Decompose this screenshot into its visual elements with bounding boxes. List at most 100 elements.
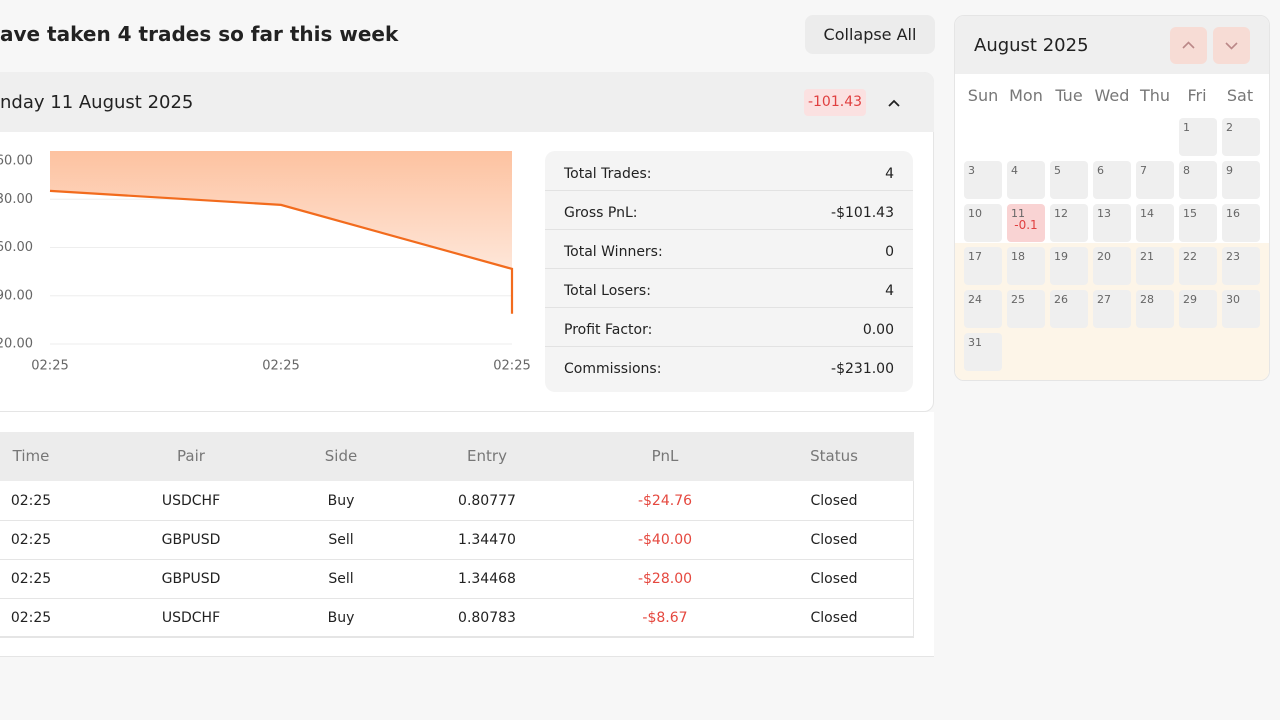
- cell: Closed: [810, 532, 858, 548]
- cell: -$24.76: [637, 493, 693, 509]
- day-pnl: -0.1: [1014, 218, 1038, 232]
- stat-value: 4: [885, 283, 894, 299]
- calendar-title: August 2025: [974, 35, 1089, 56]
- stats-panel: [545, 151, 913, 392]
- day-number: 31: [968, 336, 982, 349]
- day-cell[interactable]: [1093, 204, 1131, 242]
- cell: Sell: [328, 532, 354, 548]
- stat-label: Profit Factor:: [564, 322, 653, 338]
- stat-label: Commissions:: [564, 361, 662, 377]
- row-divider: [0, 598, 914, 599]
- weekday: Thu: [1139, 86, 1171, 105]
- column-header: PnL: [651, 447, 679, 465]
- day-cell[interactable]: [964, 290, 1002, 328]
- x-tick-label: 02:25: [31, 359, 68, 374]
- day-cell[interactable]: [964, 333, 1002, 371]
- cell: 0.80777: [458, 493, 516, 509]
- day-cell[interactable]: [1007, 290, 1045, 328]
- day-cell[interactable]: [1050, 161, 1088, 199]
- day-number: 21: [1140, 250, 1154, 263]
- day-cell[interactable]: [1136, 204, 1174, 242]
- column-header: Status: [810, 447, 858, 465]
- day-number: 11: [1011, 207, 1025, 220]
- day-cell[interactable]: [1179, 118, 1217, 156]
- day-number: 29: [1183, 293, 1197, 306]
- y-tick-label: 30.00: [0, 192, 33, 207]
- day-cell[interactable]: [1093, 161, 1131, 199]
- stat-value: 4: [885, 166, 894, 182]
- row-divider: [545, 190, 913, 191]
- day-number: 6: [1097, 164, 1104, 177]
- table-header: [0, 432, 914, 481]
- cell: -$8.67: [642, 610, 688, 626]
- weekday: Sat: [1226, 86, 1254, 105]
- day-cell[interactable]: [1179, 247, 1217, 285]
- cell: 02:25: [10, 493, 52, 509]
- stat-value: -$231.00: [831, 361, 894, 377]
- day-number: 22: [1183, 250, 1197, 263]
- day-number: 23: [1226, 250, 1240, 263]
- prev-month-button[interactable]: [1170, 27, 1207, 64]
- day-cell[interactable]: [1050, 247, 1088, 285]
- day-number: 28: [1140, 293, 1154, 306]
- column-header: Entry: [467, 447, 507, 465]
- stat-label: Gross PnL:: [564, 205, 638, 221]
- collapse-all-button[interactable]: Collapse All: [805, 15, 935, 54]
- chevron-up: [1182, 41, 1195, 49]
- day-cell[interactable]: [1222, 290, 1260, 328]
- weekday: Wed: [1094, 86, 1130, 105]
- row-divider: [0, 559, 914, 560]
- day-cell[interactable]: [1093, 290, 1131, 328]
- cell: Buy: [327, 610, 355, 626]
- day-cell[interactable]: [1136, 247, 1174, 285]
- next-month-button[interactable]: [1213, 27, 1250, 64]
- day-cell[interactable]: [1136, 290, 1174, 328]
- stat-label: Total Winners:: [564, 244, 663, 260]
- day-cell[interactable]: [1136, 161, 1174, 199]
- day-cell[interactable]: [1050, 204, 1088, 242]
- day-header[interactable]: [0, 72, 934, 132]
- day-number: 5: [1054, 164, 1061, 177]
- row-divider: [545, 229, 913, 230]
- cell: GBPUSD: [161, 532, 221, 548]
- day-cell[interactable]: [1007, 204, 1045, 242]
- collapse-chevron[interactable]: [884, 93, 904, 113]
- day-number: 30: [1226, 293, 1240, 306]
- day-cell[interactable]: [1222, 204, 1260, 242]
- day-number: 17: [968, 250, 982, 263]
- day-number: 15: [1183, 207, 1197, 220]
- day-cell[interactable]: [1179, 161, 1217, 199]
- weekday: Tue: [1055, 86, 1083, 105]
- cell: Closed: [810, 571, 858, 587]
- x-tick-label: 02:25: [262, 359, 299, 374]
- day-cell[interactable]: [1179, 204, 1217, 242]
- day-cell[interactable]: [1222, 118, 1260, 156]
- cell: Buy: [327, 493, 355, 509]
- cell: -$28.00: [637, 571, 693, 587]
- day-number: 25: [1011, 293, 1025, 306]
- cell: Closed: [810, 493, 858, 509]
- day-number: 4: [1011, 164, 1018, 177]
- pnl-line: [49, 189, 514, 314]
- row-divider: [545, 268, 913, 269]
- day-cell[interactable]: [1222, 247, 1260, 285]
- page-title: ave taken 4 trades so far this week: [0, 22, 399, 46]
- day-cell[interactable]: [1050, 290, 1088, 328]
- cell: Sell: [328, 571, 354, 587]
- day-cell[interactable]: [964, 247, 1002, 285]
- day-number: 10: [968, 207, 982, 220]
- day-cell[interactable]: [1093, 247, 1131, 285]
- day-cell[interactable]: [1007, 161, 1045, 199]
- cell: Closed: [810, 610, 858, 626]
- cell: -$40.00: [637, 532, 693, 548]
- column-header: Time: [12, 447, 50, 465]
- day-number: 20: [1097, 250, 1111, 263]
- stat-label: Total Losers:: [564, 283, 651, 299]
- day-cell[interactable]: [964, 161, 1002, 199]
- day-cell[interactable]: [964, 204, 1002, 242]
- day-number: 27: [1097, 293, 1111, 306]
- day-cell[interactable]: [1007, 247, 1045, 285]
- day-cell[interactable]: [1179, 290, 1217, 328]
- day-cell[interactable]: [1222, 161, 1260, 199]
- day-number: 3: [968, 164, 975, 177]
